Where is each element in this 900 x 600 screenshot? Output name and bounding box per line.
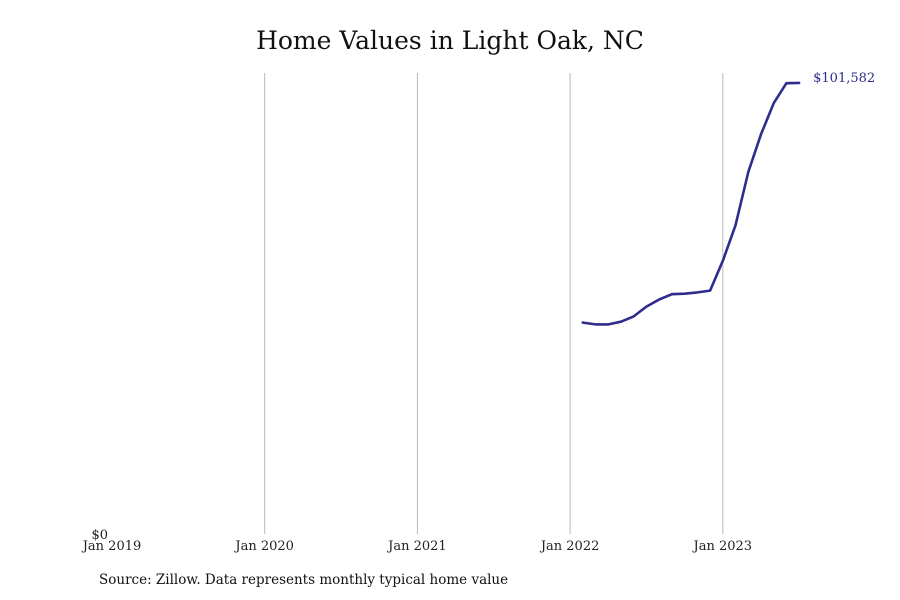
series-line <box>581 81 801 326</box>
x-tick-label: Jan 2019 <box>81 539 142 554</box>
end-value-label: $101,582 <box>813 71 875 86</box>
x-tick-label: Jan 2021 <box>386 539 447 554</box>
x-tick-label: Jan 2020 <box>233 539 294 554</box>
x-tick-label: Jan 2023 <box>692 539 753 554</box>
source-note: Source: Zillow. Data represents monthly … <box>99 572 509 588</box>
chart-title: Home Values in Light Oak, NC <box>256 26 644 55</box>
y-tick-label: $0 <box>91 528 108 543</box>
x-tick-label: Jan 2022 <box>539 539 600 554</box>
